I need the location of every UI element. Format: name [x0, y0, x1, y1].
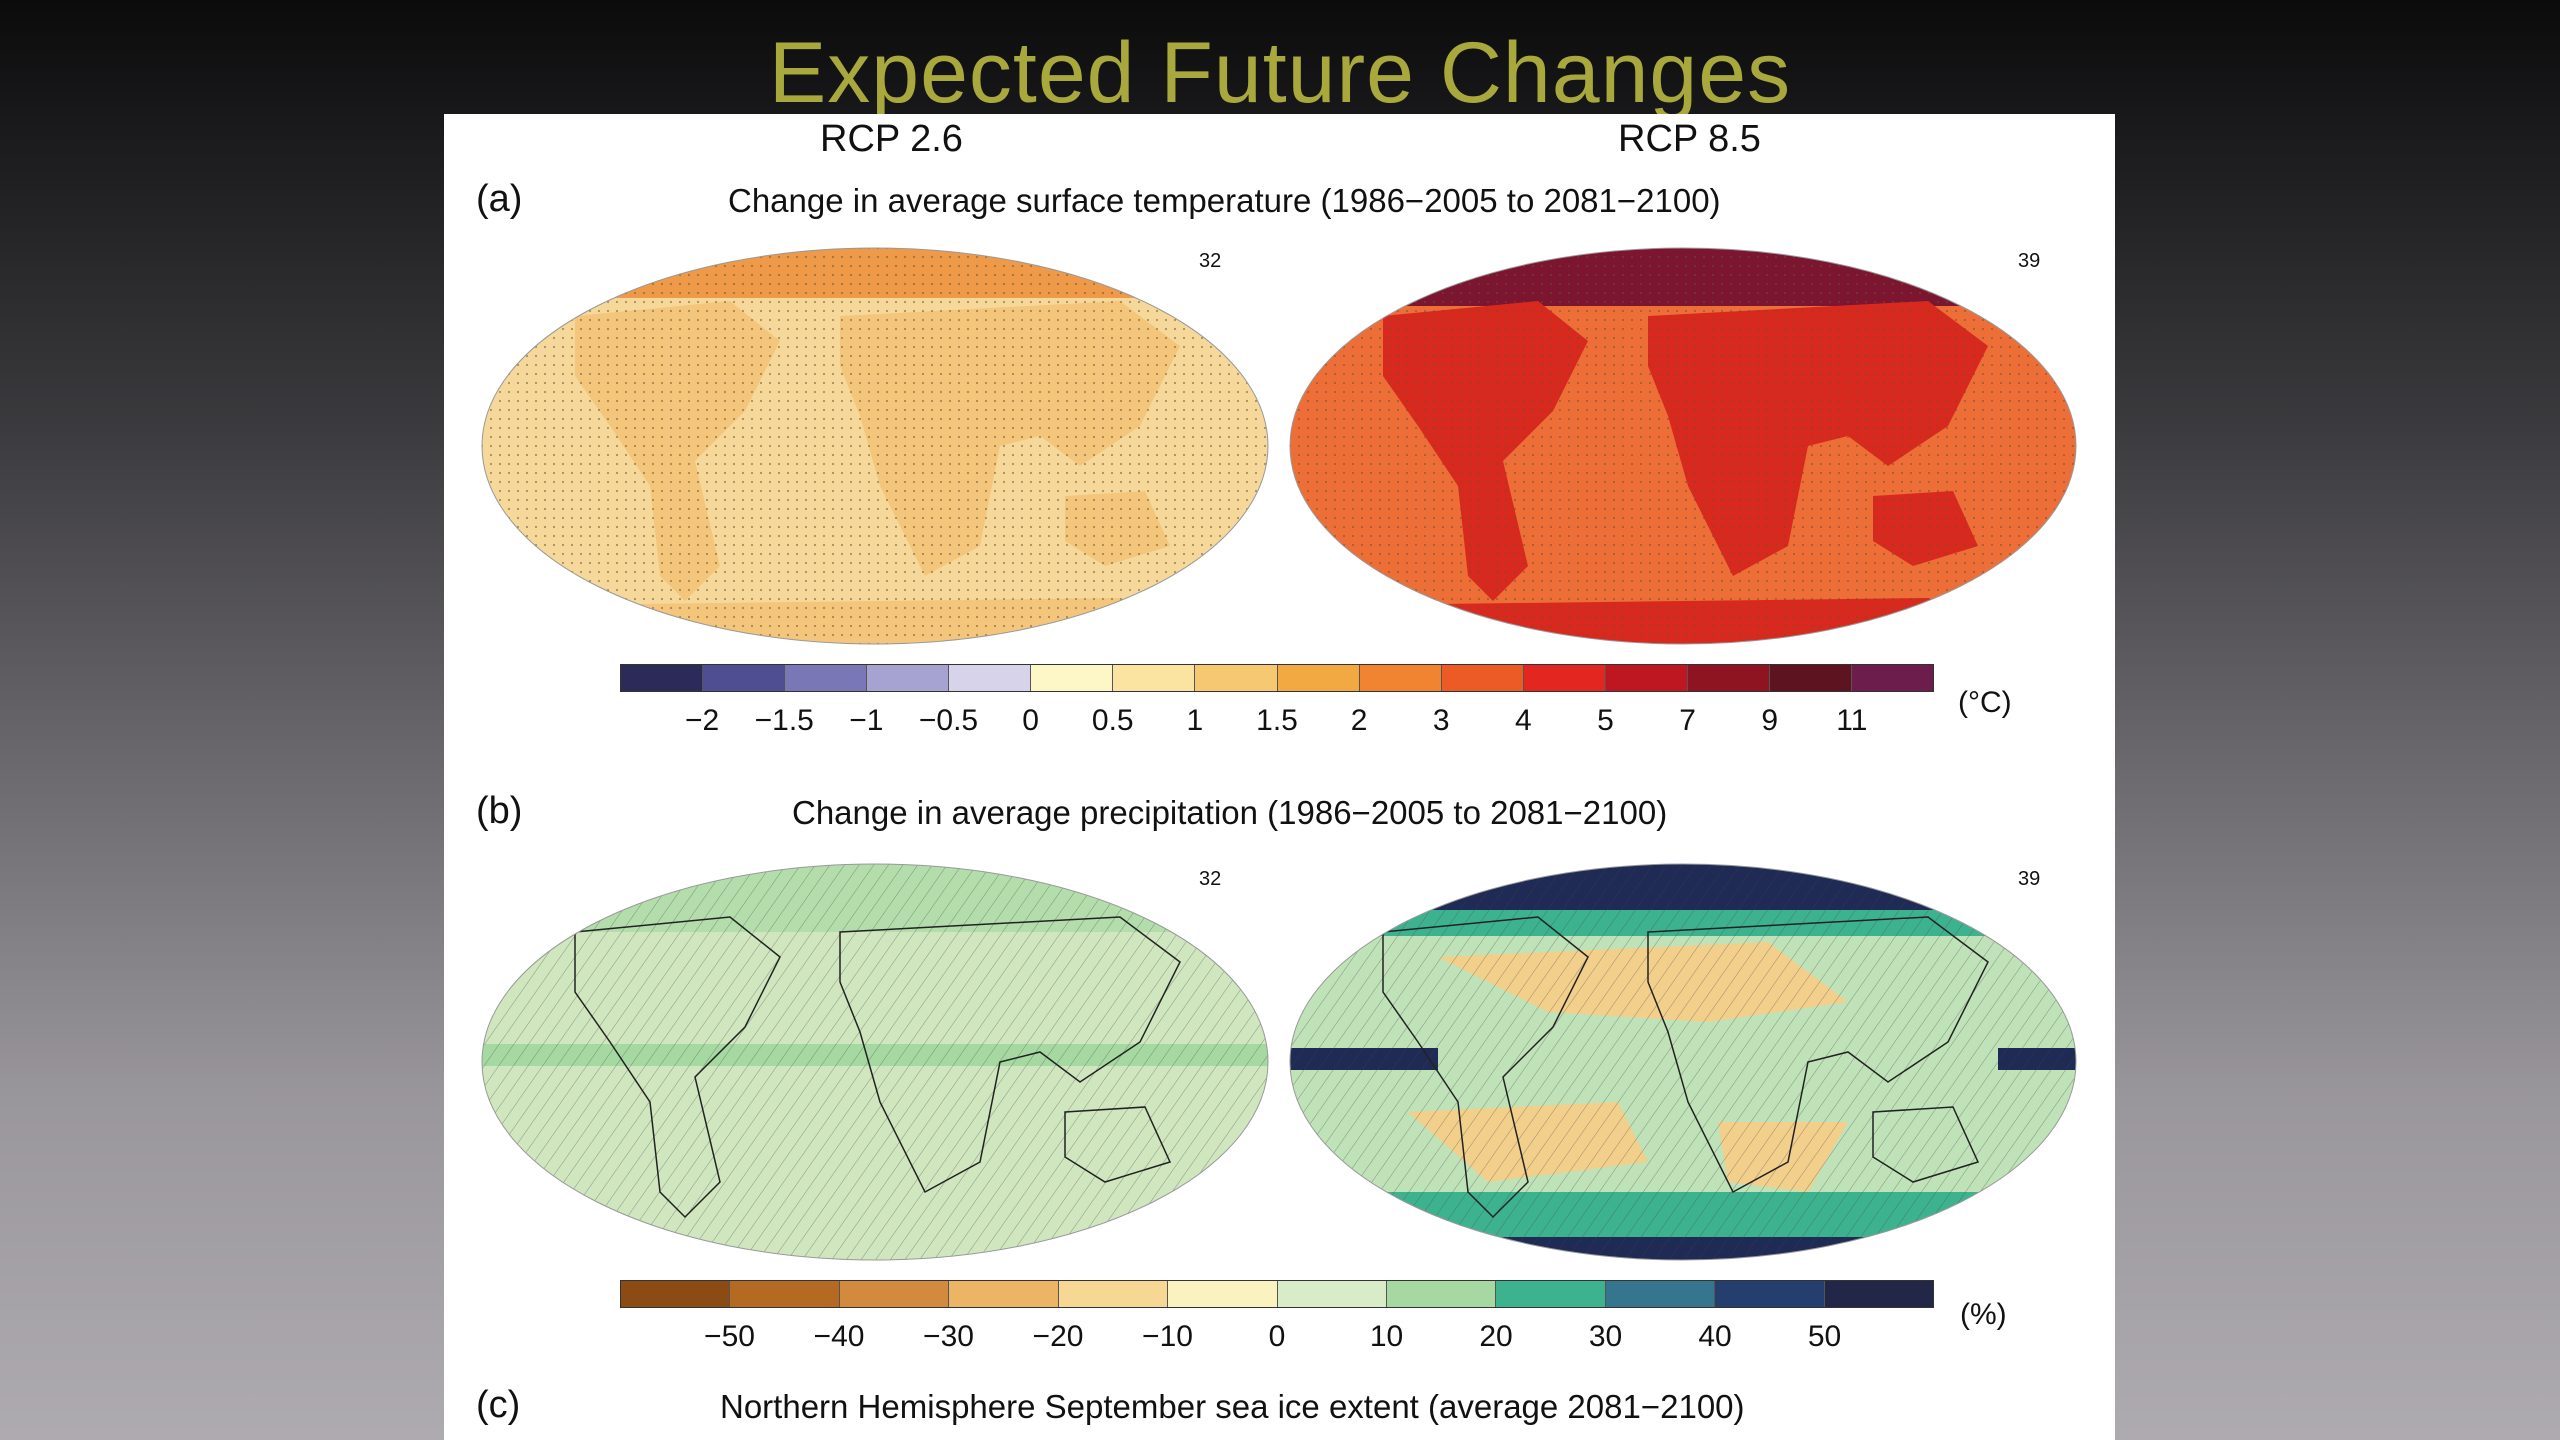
- precipitation-unit: (%): [1960, 1298, 2007, 1331]
- temperature-colorbar-tick-label: 0.5: [1091, 704, 1134, 737]
- temperature-colorbar-tick-label: 4: [1515, 704, 1532, 737]
- temperature-colorbar-swatch: [1359, 665, 1442, 691]
- precipitation-colorbar-swatch: [839, 1281, 950, 1307]
- temperature-colorbar-swatch: [1687, 665, 1770, 691]
- precipitation-colorbar-swatch: [1168, 1281, 1278, 1307]
- temperature-colorbar-swatch: [1605, 665, 1688, 691]
- precipitation-colorbar-swatch: [621, 1281, 731, 1307]
- temperature-colorbar-swatch: [1769, 665, 1852, 691]
- precipitation-colorbar-tick-label: −40: [813, 1320, 865, 1353]
- precipitation-colorbar-tick-label: 30: [1588, 1320, 1623, 1353]
- panel-a-model-count-rcp26: 32: [1199, 250, 1222, 272]
- temperature-colorbar-tick-label: 2: [1350, 704, 1368, 737]
- precipitation-colorbar-swatch: [1058, 1281, 1169, 1307]
- precipitation-colorbar-tick-label: 40: [1698, 1320, 1732, 1353]
- temperature-colorbar-tick-label: 7: [1679, 704, 1696, 737]
- climate-figure: RCP 2.6 RCP 8.5 (a) Change in average su…: [444, 114, 2115, 1440]
- temperature-colorbar-swatch: [867, 665, 950, 691]
- temperature-colorbar-tick-label: 1: [1186, 704, 1204, 737]
- scenario-label-rcp85: RCP 8.5: [1618, 118, 1761, 160]
- precipitation-colorbar-tick-label: 10: [1369, 1320, 1404, 1353]
- precipitation-colorbar-tick-label: −50: [704, 1320, 755, 1353]
- precipitation-colorbar-swatch: [1605, 1281, 1716, 1307]
- temperature-colorbar: [620, 664, 1934, 692]
- precipitation-colorbar-swatch: [1386, 1281, 1497, 1307]
- panel-b-model-count-rcp26: 32: [1199, 868, 1222, 890]
- precipitation-colorbar-swatch: [730, 1281, 840, 1307]
- temperature-colorbar-tick-label: −2: [685, 704, 720, 737]
- temperature-colorbar-ticks: −2 −1.5 −1 −0.5 0 0.5 1 1.5 2 3 4 5 7 9 11: [620, 704, 1934, 744]
- panel-c-label: (c): [476, 1384, 521, 1426]
- slide-title: Expected Future Changes: [768, 25, 1792, 121]
- precipitation-colorbar-swatch: [1715, 1281, 1825, 1307]
- panel-a-title: Change in average surface temperature (1…: [728, 182, 1721, 219]
- panel-b-label: (b): [476, 790, 523, 832]
- temperature-map-rcp85: [1288, 246, 2078, 646]
- precipitation-map-rcp85: [1288, 862, 2078, 1262]
- panel-b-model-count-rcp85: 39: [2018, 868, 2041, 890]
- precipitation-colorbar: [620, 1280, 1934, 1308]
- temperature-colorbar-swatch: [949, 665, 1032, 691]
- temperature-map-rcp26: [480, 246, 1270, 646]
- temperature-colorbar-swatch: [1113, 665, 1196, 691]
- precipitation-colorbar-swatch: [1824, 1281, 1934, 1307]
- temperature-colorbar-tick-label: 3: [1432, 704, 1450, 737]
- temperature-colorbar-tick-label: −0.5: [918, 704, 979, 737]
- temperature-colorbar-tick-label: 5: [1597, 704, 1614, 737]
- precipitation-colorbar-tick-label: 50: [1807, 1320, 1842, 1353]
- precipitation-colorbar-swatch: [1277, 1281, 1387, 1307]
- panel-c-title: Northern Hemisphere September sea ice ex…: [720, 1388, 1745, 1425]
- panel-a-model-count-rcp85: 39: [2018, 250, 2041, 272]
- temperature-colorbar-swatch: [1277, 665, 1360, 691]
- temperature-unit: (°C): [1958, 686, 2012, 719]
- scenario-label-rcp26: RCP 2.6: [820, 118, 963, 160]
- temperature-colorbar-swatch: [621, 665, 704, 691]
- panel-b-title: Change in average precipitation (1986−20…: [792, 794, 1668, 831]
- precipitation-colorbar-tick-label: −20: [1032, 1320, 1084, 1353]
- precipitation-map-rcp26: [480, 862, 1270, 1262]
- panel-a-label: (a): [476, 178, 523, 220]
- temperature-colorbar-swatch: [1195, 665, 1278, 691]
- temperature-colorbar-tick-label: 9: [1761, 704, 1779, 737]
- precipitation-colorbar-tick-label: −30: [923, 1320, 974, 1353]
- precipitation-colorbar-swatch: [949, 1281, 1059, 1307]
- precipitation-colorbar-ticks: −50 −40 −30 −20 −10 0 10 20 30 40 50: [620, 1320, 1934, 1360]
- temperature-colorbar-swatch: [1441, 665, 1524, 691]
- temperature-colorbar-tick-label: −1: [849, 704, 884, 737]
- temperature-colorbar-tick-label: 1.5: [1256, 704, 1298, 737]
- temperature-colorbar-swatch: [1851, 665, 1933, 691]
- temperature-colorbar-tick-label: 11: [1836, 704, 1868, 737]
- temperature-colorbar-swatch: [785, 665, 868, 691]
- precipitation-colorbar-tick-label: 20: [1479, 1320, 1513, 1353]
- temperature-colorbar-tick-label: −1.5: [754, 704, 814, 737]
- temperature-colorbar-tick-label: 0: [1022, 704, 1039, 737]
- precipitation-colorbar-swatch: [1496, 1281, 1606, 1307]
- precipitation-colorbar-tick-label: 0: [1268, 1320, 1286, 1353]
- precipitation-colorbar-tick-label: −10: [1142, 1320, 1193, 1353]
- temperature-colorbar-swatch: [703, 665, 786, 691]
- temperature-colorbar-swatch: [1523, 665, 1606, 691]
- temperature-colorbar-swatch: [1031, 665, 1114, 691]
